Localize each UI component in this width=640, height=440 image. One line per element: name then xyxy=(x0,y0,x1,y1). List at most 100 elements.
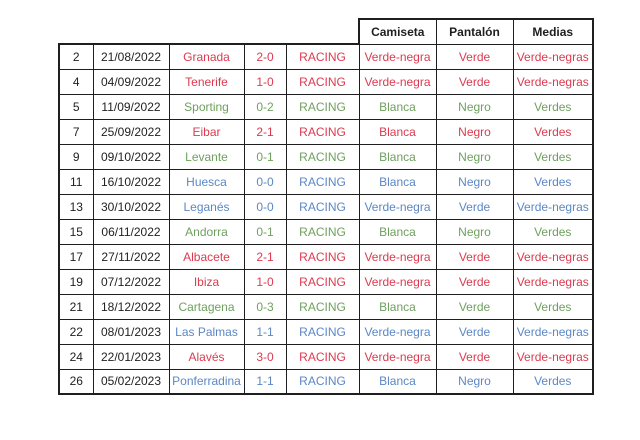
cell-pantalon: Verde xyxy=(435,318,514,345)
cell-date: 16/10/2022 xyxy=(92,168,170,195)
cell-pantalon: Verde xyxy=(435,68,514,95)
cell-matchday: 7 xyxy=(58,118,94,145)
cell-date: 06/11/2022 xyxy=(92,218,170,245)
racing-kits-table: Camiseta Pantalón Medias 2 21/08/2022 Gr… xyxy=(58,18,594,395)
cell-camiseta: Verde-negra xyxy=(358,268,437,295)
cell-team: RACING xyxy=(285,268,360,295)
cell-opponent: Andorra xyxy=(168,218,245,245)
cell-score: 0-1 xyxy=(243,143,287,170)
cell-camiseta: Blanca xyxy=(358,293,437,320)
cell-date: 30/10/2022 xyxy=(92,193,170,220)
cell-opponent: Ibiza xyxy=(168,268,245,295)
cell-medias: Verde-negras xyxy=(512,318,594,345)
header-camiseta: Camiseta xyxy=(358,18,437,45)
cell-pantalon: Verde xyxy=(435,243,514,270)
cell-pantalon: Negro xyxy=(435,218,514,245)
match-row: 7 25/09/2022 Eibar 2-1 RACING Blanca Neg… xyxy=(58,118,594,145)
cell-matchday: 26 xyxy=(58,368,94,395)
cell-team: RACING xyxy=(285,68,360,95)
cell-opponent: Granada xyxy=(168,43,245,70)
match-row: 19 07/12/2022 Ibiza 1-0 RACING Verde-neg… xyxy=(58,268,594,295)
cell-camiseta: Verde-negra xyxy=(358,68,437,95)
cell-opponent: Sporting xyxy=(168,93,245,120)
cell-medias: Verdes xyxy=(512,143,594,170)
cell-pantalon: Negro xyxy=(435,368,514,395)
cell-opponent: Levante xyxy=(168,143,245,170)
cell-team: RACING xyxy=(285,343,360,370)
cell-opponent: Alavés xyxy=(168,343,245,370)
cell-pantalon: Verde xyxy=(435,293,514,320)
cell-matchday: 21 xyxy=(58,293,94,320)
cell-matchday: 22 xyxy=(58,318,94,345)
cell-date: 21/08/2022 xyxy=(92,43,170,70)
cell-opponent: Las Palmas xyxy=(168,318,245,345)
match-row: 11 16/10/2022 Huesca 0-0 RACING Blanca N… xyxy=(58,168,594,195)
cell-camiseta: Blanca xyxy=(358,143,437,170)
cell-camiseta: Verde-negra xyxy=(358,343,437,370)
cell-team: RACING xyxy=(285,93,360,120)
cell-score: 2-1 xyxy=(243,243,287,270)
cell-team: RACING xyxy=(285,243,360,270)
cell-matchday: 9 xyxy=(58,143,94,170)
cell-score: 2-1 xyxy=(243,118,287,145)
cell-opponent: Cartagena xyxy=(168,293,245,320)
cell-opponent: Eibar xyxy=(168,118,245,145)
cell-camiseta: Verde-negra xyxy=(358,193,437,220)
header-medias: Medias xyxy=(512,18,594,45)
cell-pantalon: Negro xyxy=(435,143,514,170)
cell-team: RACING xyxy=(285,293,360,320)
cell-date: 11/09/2022 xyxy=(92,93,170,120)
cell-team: RACING xyxy=(285,168,360,195)
match-row: 26 05/02/2023 Ponferradina 1-1 RACING Bl… xyxy=(58,368,594,395)
cell-date: 27/11/2022 xyxy=(92,243,170,270)
cell-medias: Verdes xyxy=(512,118,594,145)
cell-medias: Verdes xyxy=(512,168,594,195)
cell-date: 22/01/2023 xyxy=(92,343,170,370)
cell-medias: Verde-negras xyxy=(512,343,594,370)
cell-camiseta: Blanca xyxy=(358,118,437,145)
cell-date: 18/12/2022 xyxy=(92,293,170,320)
header-pantalon: Pantalón xyxy=(435,18,514,45)
cell-pantalon: Verde xyxy=(435,43,514,70)
cell-camiseta: Blanca xyxy=(358,93,437,120)
cell-medias: Verdes xyxy=(512,293,594,320)
match-row: 24 22/01/2023 Alavés 3-0 RACING Verde-ne… xyxy=(58,343,594,370)
cell-team: RACING xyxy=(285,318,360,345)
cell-team: RACING xyxy=(285,118,360,145)
cell-medias: Verde-negras xyxy=(512,193,594,220)
cell-date: 05/02/2023 xyxy=(92,368,170,395)
cell-score: 0-0 xyxy=(243,193,287,220)
cell-team: RACING xyxy=(285,143,360,170)
cell-medias: Verde-negras xyxy=(512,43,594,70)
cell-pantalon: Verde xyxy=(435,193,514,220)
cell-opponent: Tenerife xyxy=(168,68,245,95)
cell-medias: Verdes xyxy=(512,93,594,120)
match-row: 17 27/11/2022 Albacete 2-1 RACING Verde-… xyxy=(58,243,594,270)
cell-team: RACING xyxy=(285,193,360,220)
cell-score: 1-0 xyxy=(243,268,287,295)
kit-header-row: Camiseta Pantalón Medias xyxy=(59,18,594,45)
cell-pantalon: Negro xyxy=(435,93,514,120)
cell-score: 0-2 xyxy=(243,93,287,120)
cell-pantalon: Negro xyxy=(435,118,514,145)
match-row: 22 08/01/2023 Las Palmas 1-1 RACING Verd… xyxy=(58,318,594,345)
cell-date: 08/01/2023 xyxy=(92,318,170,345)
match-rows: 2 21/08/2022 Granada 2-0 RACING Verde-ne… xyxy=(58,43,594,395)
header-spacer xyxy=(59,19,359,44)
cell-pantalon: Verde xyxy=(435,268,514,295)
cell-team: RACING xyxy=(285,218,360,245)
match-row: 4 04/09/2022 Tenerife 1-0 RACING Verde-n… xyxy=(58,68,594,95)
cell-pantalon: Verde xyxy=(435,343,514,370)
cell-score: 0-0 xyxy=(243,168,287,195)
cell-matchday: 15 xyxy=(58,218,94,245)
match-row: 21 18/12/2022 Cartagena 0-3 RACING Blanc… xyxy=(58,293,594,320)
cell-matchday: 17 xyxy=(58,243,94,270)
cell-date: 09/10/2022 xyxy=(92,143,170,170)
cell-matchday: 19 xyxy=(58,268,94,295)
cell-matchday: 13 xyxy=(58,193,94,220)
cell-matchday: 5 xyxy=(58,93,94,120)
cell-camiseta: Verde-negra xyxy=(358,318,437,345)
cell-medias: Verde-negras xyxy=(512,243,594,270)
cell-team: RACING xyxy=(285,368,360,395)
